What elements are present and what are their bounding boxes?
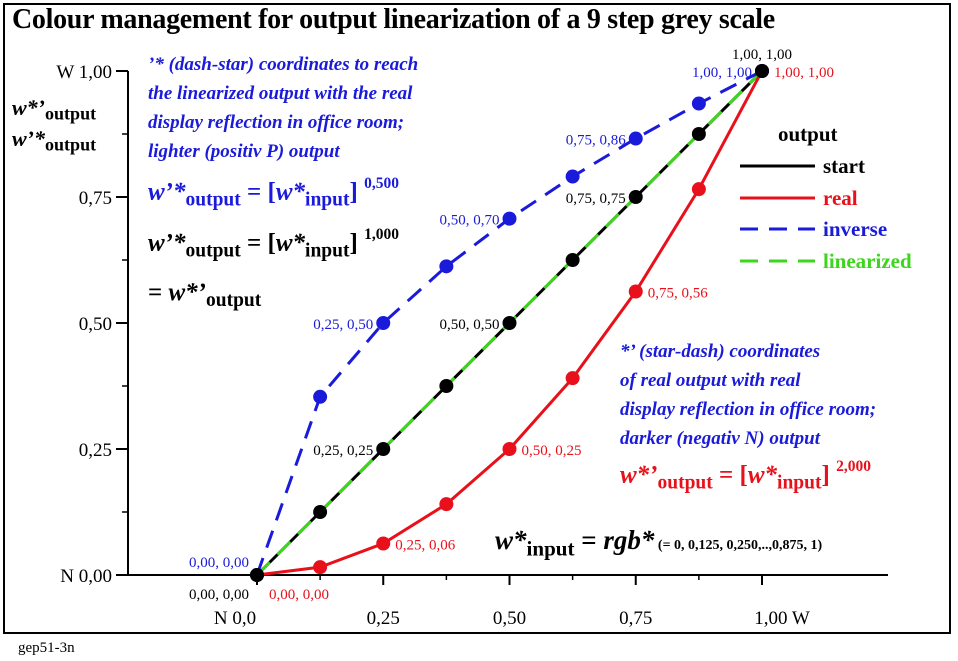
- data-point-inverse: [691, 96, 706, 111]
- annotation-line: ’* (dash-star) coordinates to reach: [148, 54, 419, 75]
- formula-start: w’*output = [w*input] 1,000: [148, 226, 399, 262]
- annotation-line: display reflection in office room;: [148, 112, 405, 133]
- data-point-start: [502, 316, 517, 330]
- formula-input: w*input = rgb* (= 0, 0,125, 0,250,..,0,8…: [495, 525, 823, 561]
- point-label: 1,00, 1,00: [774, 65, 834, 81]
- data-point-start: [250, 568, 264, 582]
- data-point-inverse: [628, 131, 643, 146]
- figure-code: gep51-3n: [18, 640, 75, 656]
- point-label: 0,25, 0,25: [313, 443, 373, 459]
- point-label: 0,00, 0,00: [189, 555, 249, 571]
- annotation-line: display reflection in office room;: [620, 399, 877, 420]
- data-point-inverse: [502, 211, 517, 226]
- point-label: 0,75, 0,86: [566, 133, 627, 149]
- y-tick-label: N 0,00: [60, 566, 112, 587]
- annotation-dash-star: ’* (dash-star) coordinates to reach the …: [148, 50, 418, 166]
- annotation-line: the linearized output with the real: [148, 83, 413, 104]
- y-axis-label-2: w’*output: [12, 126, 97, 155]
- point-label: 0,25, 0,06: [395, 538, 456, 554]
- point-label: 1,00, 1,00: [732, 47, 792, 63]
- legend-label-linearized: linearized: [823, 249, 912, 273]
- point-label: 0,50, 0,70: [440, 213, 500, 229]
- legend-label-inverse: inverse: [823, 217, 887, 241]
- data-point-start: [565, 253, 580, 267]
- y-tick-label: W 1,00: [56, 62, 112, 83]
- annotation-line: *’ (star-dash) coordinates: [620, 341, 821, 362]
- y-tick-label: 0,50: [79, 314, 112, 335]
- point-label: 0,25, 0,50: [313, 317, 373, 333]
- x-tick-label: 1,00 W: [754, 608, 810, 629]
- y-tick-label: 0,75: [79, 188, 112, 209]
- annotation-line: lighter (positiv P) output: [148, 141, 340, 162]
- y-tick-label: 0,25: [79, 440, 112, 461]
- point-label: 1,00, 1,00: [692, 65, 752, 81]
- data-point-real: [628, 284, 643, 299]
- data-point-start: [313, 505, 328, 519]
- y-axis-label-1: w*’output: [12, 95, 97, 124]
- x-tick-label: 0,25: [367, 608, 400, 629]
- data-point-start: [628, 190, 643, 204]
- data-point-start: [755, 64, 769, 78]
- x-tick-label: 0,50: [493, 608, 526, 629]
- data-point-start: [439, 379, 454, 393]
- point-label: 0,75, 0,75: [566, 191, 626, 207]
- data-point-start: [691, 127, 706, 141]
- point-label: 0,50, 0,50: [440, 317, 500, 333]
- chart-frame: [3, 3, 951, 634]
- x-tick-label: N 0,0: [214, 608, 256, 629]
- point-label: 0,00, 0,00: [269, 587, 329, 603]
- formula-equal: = w*’output: [148, 279, 262, 311]
- legend-title: output: [778, 122, 838, 146]
- data-point-start: [376, 442, 391, 456]
- annotation-line: of real output with real: [620, 370, 801, 391]
- data-point-inverse: [313, 389, 328, 404]
- data-point-real: [691, 182, 706, 197]
- x-tick-label: 0,75: [619, 608, 652, 629]
- annotation-star-dash: *’ (star-dash) coordinates of real outpu…: [620, 337, 876, 453]
- page-title: Colour management for output linearizati…: [12, 4, 775, 35]
- data-point-real: [439, 497, 454, 512]
- data-point-real: [565, 371, 580, 386]
- legend-label-start: start: [823, 154, 865, 178]
- point-label: 0,75, 0,56: [648, 286, 709, 302]
- data-point-inverse: [565, 169, 580, 184]
- annotation-line: darker (negativ N) output: [620, 428, 821, 449]
- point-label: 0,00, 0,00: [189, 587, 249, 603]
- legend-label-real: real: [823, 186, 858, 210]
- data-point-real: [502, 442, 517, 456]
- point-label: 0,50, 0,25: [522, 443, 582, 459]
- data-point-real: [313, 560, 328, 575]
- formula-real: w*’output = [w*input] 2,000: [620, 458, 871, 494]
- data-point-inverse: [376, 316, 391, 330]
- data-point-real: [376, 536, 391, 551]
- formula-inverse: w’*output = [w*input] 0,500: [148, 175, 399, 211]
- data-point-inverse: [439, 259, 454, 274]
